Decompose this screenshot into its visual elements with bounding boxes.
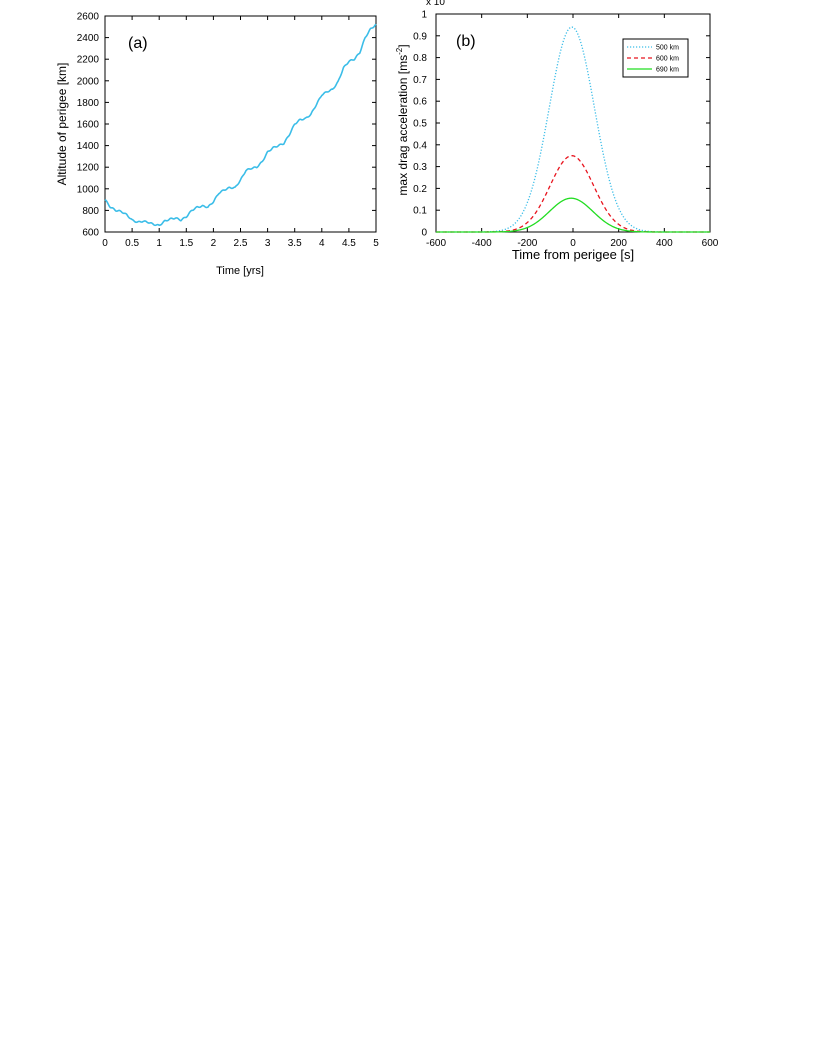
chart-b-x-axis-label: Time from perigee [s]	[512, 247, 634, 262]
chart-b-y-axis-label: max drag acceleration [ms-2]	[395, 44, 410, 195]
chart-b-y-tick-label: 0.5	[413, 119, 427, 130]
legend-entry-label: 690 km	[656, 67, 679, 74]
chart-a-y-tick-label: 2000	[77, 76, 100, 87]
chart-b-y-tick-label: 0.6	[413, 97, 427, 108]
chart-a-y-tick-label: 2400	[77, 33, 100, 44]
chart-a-y-tick-label: 1800	[77, 98, 100, 109]
chart-a-x-tick-label: 3	[265, 238, 271, 249]
chart-b-legend-box	[622, 38, 689, 78]
chart-b-series-600-km	[436, 155, 710, 233]
chart-a-x-tick-label: 2	[211, 238, 217, 249]
chart-a-x-tick-label: 0	[102, 238, 108, 249]
chart-a-y-axis-label: Altitude of perigee [km]	[55, 63, 69, 186]
legend-entry-label: 600 km	[656, 56, 679, 63]
chart-a-y-tick-label: 1000	[77, 184, 100, 195]
chart-b-y-tick-label: 0.7	[413, 75, 427, 86]
chart-a-x-tick-label: 2.5	[234, 238, 248, 249]
chart-b-y-tick-label: 0.1	[413, 206, 427, 217]
chart-b-x-tick-label: 200	[610, 238, 627, 249]
chart-b-x-tick-label: -200	[517, 238, 537, 249]
chart-a-x-tick-label: 1	[156, 238, 162, 249]
chart-b-x-tick-label: 400	[656, 238, 673, 249]
chart-a-x-tick-label: 0.5	[125, 238, 139, 249]
chart-b-x-tick-label: 0	[570, 238, 576, 249]
chart-a-x-tick-label: 4	[319, 238, 325, 249]
chart-b-y-tick-label: 0.9	[413, 31, 427, 42]
chart-b-x-tick-label: -400	[472, 238, 492, 249]
chart-b-y-tick-label: 0.4	[413, 140, 427, 151]
chart-b-y-tick-label: 0	[421, 228, 427, 239]
chart-b-y-axis-label-close: ]	[396, 44, 410, 47]
chart-a-y-tick-label: 1600	[77, 120, 100, 131]
chart-b-panel-label: (b)	[456, 33, 476, 50]
chart-a-y-tick-label: 1200	[77, 163, 100, 174]
chart-a-y-tick-label: 600	[82, 228, 99, 239]
chart-b-y-tick-label: 1	[421, 10, 427, 21]
chart-a-y-tick-label: 2200	[77, 55, 100, 66]
chart-b-y-axis-label-main: max drag acceleration [ms	[396, 55, 410, 196]
chart-b-x-tick-label: 600	[702, 238, 719, 249]
chart-b-series-690-km	[436, 197, 710, 233]
chart-a: 600 800 1000 1200 1400 1600 1800 2000 2200 2400 26…	[55, 12, 379, 278]
chart-b: 0 0.1 0.2 0.3 0.4 0.5 0.6 0.7 0.8 0.9 1 -600 -400 -2…	[395, 0, 719, 262]
chart-a-panel-label: (a)	[128, 35, 148, 52]
chart-a-x-tick-label: 1.5	[179, 238, 193, 249]
chart-b-y-axis-label-sup: -2	[395, 47, 404, 55]
chart-a-x-axis-label: Time [yrs]	[216, 265, 264, 277]
chart-a-x-tick-label: 4.5	[342, 238, 356, 249]
chart-a-y-tick-label: 1400	[77, 141, 100, 152]
chart-a-y-tick-label: 2600	[77, 12, 100, 23]
chart-b-y-tick-label: 0.2	[413, 184, 427, 195]
chart-a-x-tick-label: 5	[373, 238, 379, 249]
chart-a-series-line	[104, 23, 377, 227]
legend-entry-label: 500 km	[656, 45, 679, 52]
chart-b-scale-note: x 10	[426, 0, 445, 8]
chart-b-y-tick-label: 0.3	[413, 162, 427, 173]
chart-b-y-tick-label: 0.8	[413, 53, 427, 64]
chart-a-y-tick-label: 800	[82, 206, 99, 217]
chart-b-legend: 500 km 600 km 690 km	[622, 38, 689, 78]
chart-b-x-tick-label: -600	[426, 238, 446, 249]
chart-a-x-tick-label: 3.5	[288, 238, 302, 249]
